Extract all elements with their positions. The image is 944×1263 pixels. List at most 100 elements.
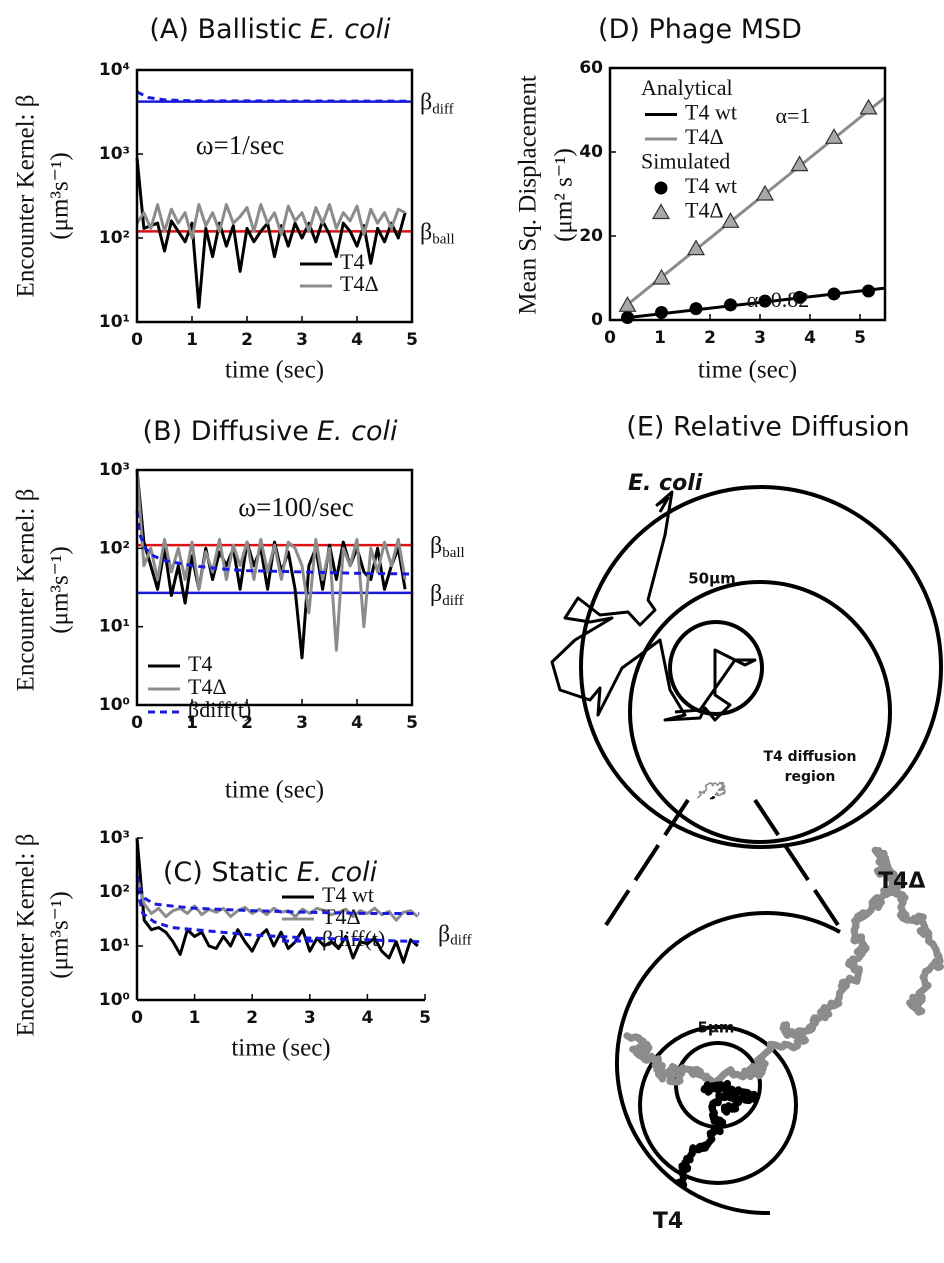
legend-label: T4Δ <box>340 271 379 296</box>
series-line <box>135 875 420 915</box>
annotation: ω=100/sec <box>238 492 353 522</box>
legend-label: T4 <box>188 651 212 676</box>
curve-label: βdiff <box>438 921 472 949</box>
y-tick-label: 10⁴ <box>99 60 130 80</box>
series-line <box>135 157 407 309</box>
x-tick-label: 0 <box>131 1008 143 1028</box>
y-tick-label: 10¹ <box>99 936 130 956</box>
title-part: E. coli <box>297 857 378 888</box>
marker <box>618 296 637 312</box>
legend-label: T4Δ <box>685 124 724 149</box>
x-tick-label: 5 <box>854 328 866 348</box>
reference-label: βdiff <box>430 580 464 609</box>
x-tick-label: 0 <box>604 328 616 348</box>
reference-subscript: diff <box>442 593 463 609</box>
legend-header: Simulated <box>641 149 730 174</box>
y-tick-label: 60 <box>579 58 603 78</box>
y-tick-label: 0 <box>591 310 603 330</box>
x-tick-label: 3 <box>296 713 308 733</box>
x-tick-label: 1 <box>189 1008 201 1028</box>
trajectory <box>697 781 726 799</box>
x-tick-label: 0 <box>131 713 143 733</box>
series-line <box>135 510 413 576</box>
scale-circles <box>579 485 943 1216</box>
legend-label: T4 wt <box>322 882 374 907</box>
marker <box>824 128 844 144</box>
middle-circle <box>628 580 892 844</box>
annotation: ω=1/sec <box>196 130 284 160</box>
y-tick-label: 10² <box>99 882 130 902</box>
x-tick-label: 3 <box>304 1008 316 1028</box>
marker <box>793 290 806 304</box>
y-tick-label: 10⁰ <box>99 990 130 1010</box>
trajectory <box>623 846 944 1088</box>
y-tick-label: 10³ <box>99 144 130 164</box>
x-tick-label: 2 <box>246 1008 258 1028</box>
series-line <box>624 286 886 320</box>
legend-label: T4Δ <box>188 674 227 699</box>
trajectory <box>674 1079 759 1189</box>
trajectory <box>709 796 716 800</box>
x-tick-label: 5 <box>406 713 418 733</box>
reference-label: βdiff <box>420 89 454 118</box>
panel-title: (E) Relative Diffusion <box>626 412 909 443</box>
y-axis-label: Encounter Kernel: β <box>13 489 40 692</box>
reference-symbol: β <box>420 89 432 115</box>
y-tick-label: 10⁰ <box>99 695 130 715</box>
x-axis-label: time (sec) <box>231 1035 330 1062</box>
legend-label: T4 wt <box>685 100 737 125</box>
region-label: T4 diffusion <box>763 749 856 765</box>
series-line <box>624 96 886 308</box>
x-tick-label: 5 <box>406 330 418 350</box>
legend-label: T4Δ <box>322 904 361 929</box>
x-tick-label: 4 <box>361 1008 373 1028</box>
series-line <box>136 90 413 103</box>
annotation: α=1 <box>776 103 811 128</box>
reference-subscript: ball <box>442 546 465 562</box>
zoom-middle-circle <box>638 1025 798 1185</box>
legend-label: T4Δ <box>685 198 724 223</box>
marker <box>827 287 841 301</box>
legend-label: T4 <box>340 249 364 274</box>
chart-title: (A) Ballistic E. coli <box>149 14 391 45</box>
series-line <box>135 469 407 652</box>
reference-symbol: β <box>430 533 442 559</box>
reference-symbol: β <box>420 219 432 245</box>
marker <box>686 239 706 256</box>
title-part: (C) Static <box>163 857 289 888</box>
chart-title: (D) Phage MSD <box>598 14 802 45</box>
reference-subscript: ball <box>432 232 455 248</box>
marker <box>790 155 809 172</box>
y-axis-label: (μm³s⁻¹) <box>47 891 74 978</box>
plot-frame <box>608 66 887 322</box>
reference-label: βball <box>430 533 465 562</box>
y-axis-label: Mean Sq. Displacement <box>515 75 542 315</box>
y-tick-label: 10² <box>99 538 130 558</box>
marker <box>755 184 775 201</box>
y-axis-label: (μm³s⁻¹) <box>47 546 74 633</box>
y-axis-label: (μm² s⁻¹) <box>551 148 578 242</box>
chart-title: (B) Diffusive E. coli <box>143 416 398 447</box>
marker <box>621 310 634 324</box>
title-part: E. coli <box>317 416 398 447</box>
x-tick-label: 2 <box>241 330 253 350</box>
marker <box>862 284 875 298</box>
x-tick-label: 4 <box>351 713 363 733</box>
inner-circle <box>668 620 764 716</box>
title-part: (D) Phage MSD <box>598 14 802 45</box>
title-part: (B) Diffusive <box>143 416 309 447</box>
title-part: E. coli <box>310 14 391 45</box>
x-tick-label: 4 <box>351 330 363 350</box>
legend-label: βdiff(t) <box>188 697 251 722</box>
x-tick-label: 1 <box>186 713 198 733</box>
y-tick-label: 10³ <box>99 460 130 480</box>
marker <box>654 181 668 195</box>
y-tick-label: 20 <box>579 226 603 246</box>
y-tick-label: 10³ <box>99 828 130 848</box>
marker <box>651 203 671 220</box>
wildtype-label: T4 <box>653 1209 683 1234</box>
curve-label-symbol: β <box>438 921 450 947</box>
series-line <box>135 203 406 240</box>
x-axis-label: time (sec) <box>225 357 324 384</box>
marker <box>721 212 740 228</box>
